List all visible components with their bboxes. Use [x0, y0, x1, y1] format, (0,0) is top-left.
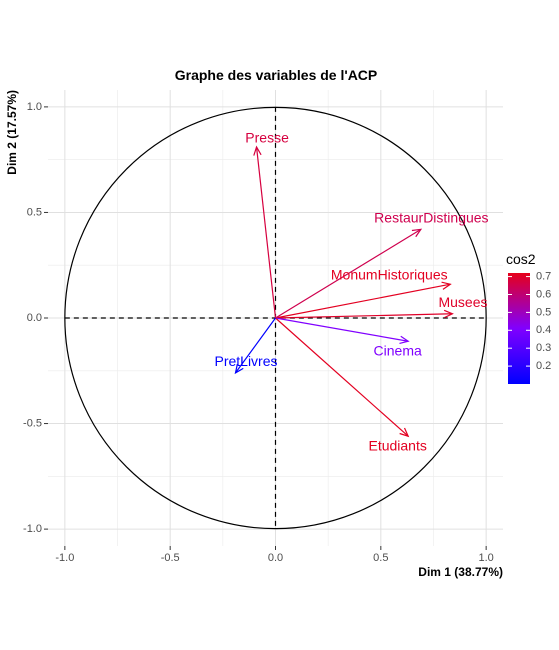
arrowhead-pretlivres — [234, 363, 244, 375]
arrowhead-cinema — [399, 335, 410, 345]
arrow-etudiants — [275, 317, 409, 437]
arrowhead-etudiants — [399, 427, 410, 438]
x-tick-label: -0.5 — [161, 552, 180, 564]
variable-label-musees: Musees — [438, 294, 487, 310]
cos2-legend: cos2 0.7 0.6 0.5 0.4 0.3 0.2 — [506, 251, 551, 384]
y-axis-title: Dim 2 (17.57%) — [5, 90, 19, 175]
legend-color-bar — [508, 273, 530, 384]
variable-label-pretlivres: PretLivres — [214, 353, 277, 369]
legend-tick-label: 0.7 — [536, 270, 551, 282]
legend-tick-label: 0.3 — [536, 342, 551, 354]
arrowhead-restaurdistingues — [411, 228, 423, 238]
y-axis-ticks: -1.0 -0.5 0.0 0.5 1.0 — [23, 101, 48, 535]
x-tick-label: 0.5 — [373, 552, 388, 564]
y-tick-label: 0.0 — [27, 312, 42, 324]
variable-label-restaurdistingues: RestaurDistingues — [374, 209, 488, 225]
legend-tick-label: 0.6 — [536, 288, 551, 300]
y-tick-label: -0.5 — [23, 417, 42, 429]
y-tick-label: 1.0 — [27, 101, 42, 113]
x-axis-ticks: -1.0 -0.5 0.0 0.5 1.0 — [55, 546, 494, 564]
y-tick-label: 0.5 — [27, 206, 42, 218]
x-tick-label: 1.0 — [478, 552, 493, 564]
legend-title: cos2 — [506, 251, 536, 267]
x-axis-title: Dim 1 (38.77%) — [418, 565, 503, 579]
arrowhead-monumhistoriques — [441, 281, 452, 290]
legend-tick-label: 0.4 — [536, 324, 551, 336]
arrow-cinema — [275, 317, 409, 342]
arrowhead-presse — [253, 145, 262, 156]
arrow-pretlivres — [234, 317, 276, 374]
x-tick-label: 0.0 — [268, 552, 283, 564]
variable-label-monumhistoriques: MonumHistoriques — [331, 266, 448, 282]
arrow-presse — [255, 146, 277, 319]
variable-label-etudiants: Etudiants — [368, 437, 426, 453]
legend-tick-label: 0.5 — [536, 306, 551, 318]
variable-label-presse: Presse — [245, 129, 289, 145]
variable-label-cinema: Cinema — [374, 342, 422, 358]
variable-labels: Presse RestaurDistingues MonumHistoriques M… — [214, 129, 488, 453]
arrow-monumhistoriques — [275, 283, 451, 319]
legend-ticks: 0.7 0.6 0.5 0.4 0.3 0.2 — [508, 270, 551, 372]
arrow-musees — [275, 313, 453, 319]
variable-arrows — [234, 145, 454, 438]
chart-title: Graphe des variables de l'ACP — [175, 67, 378, 83]
arrowhead-musees — [443, 309, 454, 319]
y-tick-label: -1.0 — [23, 523, 42, 535]
x-tick-label: -1.0 — [55, 552, 74, 564]
legend-tick-label: 0.2 — [536, 360, 551, 372]
arrow-restaurdistingues — [275, 228, 422, 319]
